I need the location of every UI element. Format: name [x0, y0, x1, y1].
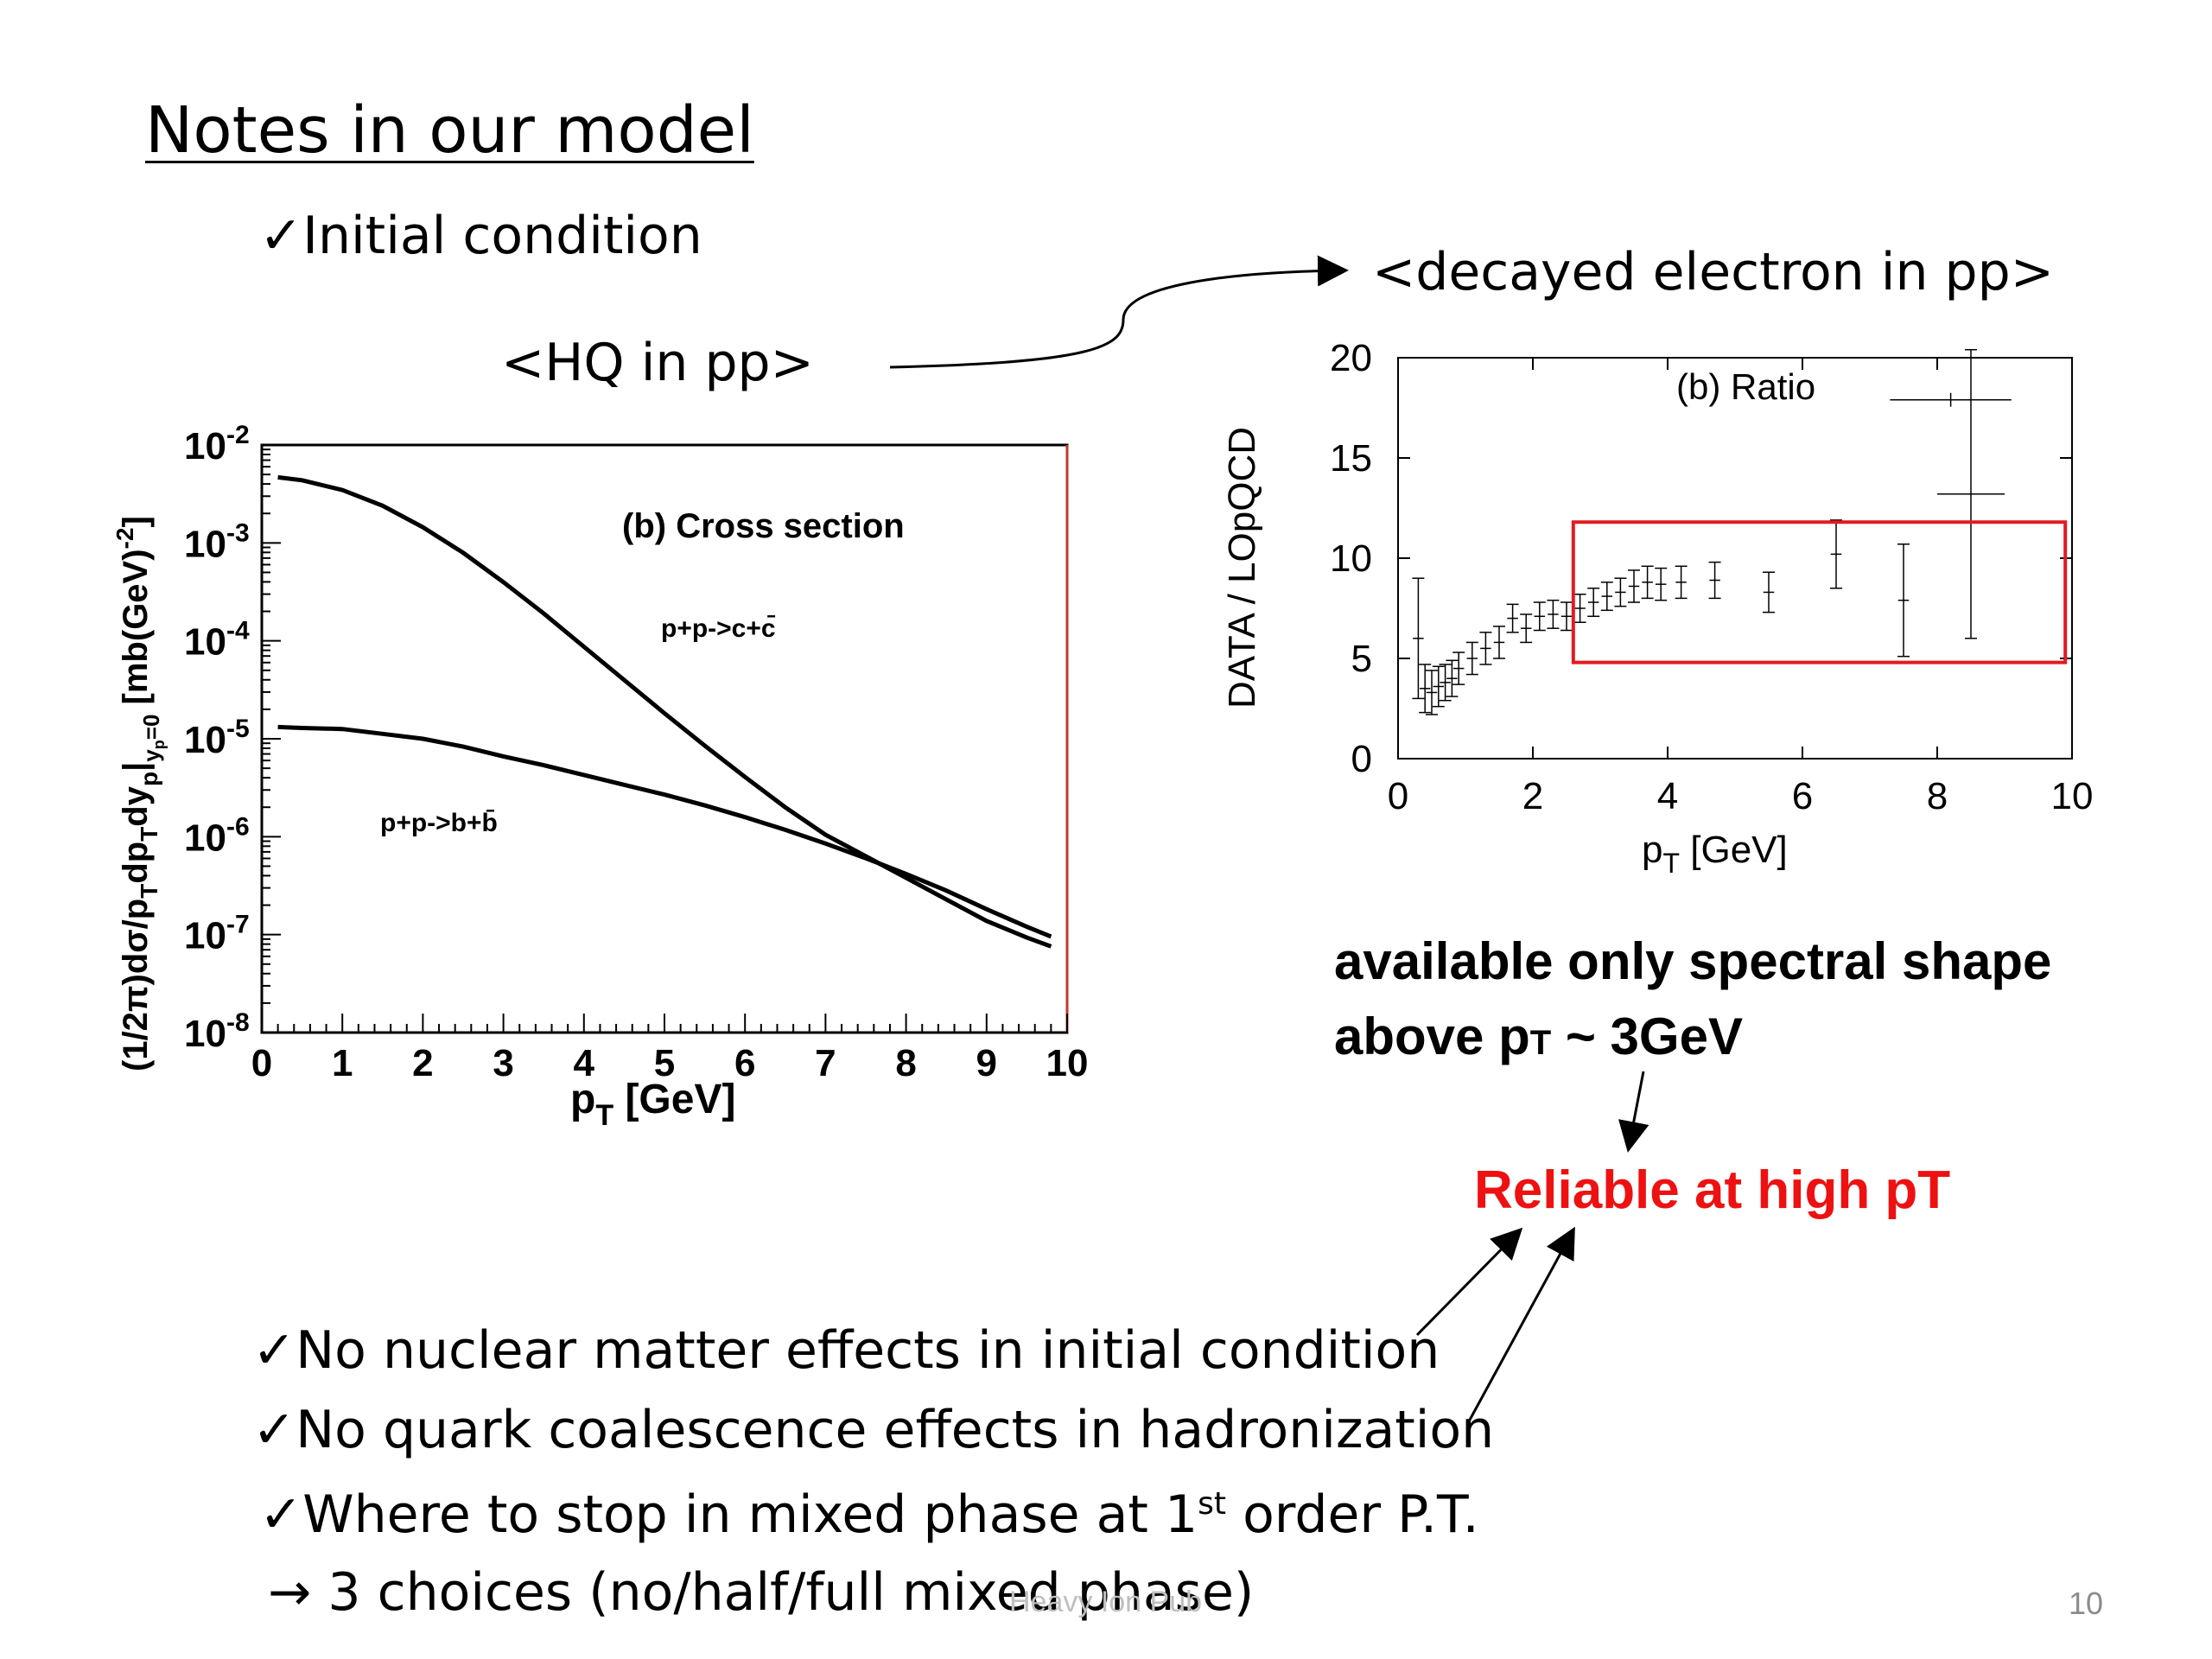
- x-tick-label: 1: [332, 1042, 353, 1084]
- arrow-right-icon: →: [268, 1562, 312, 1623]
- bullet2-to-reliable-arrow: [1467, 1226, 1575, 1422]
- available-note-line1: available only spectral shape: [1334, 932, 2052, 990]
- x-tick-label: 9: [976, 1042, 997, 1084]
- cross-section-ylabel: (1/2π)dσ/pTdpTdyp|yp=0 [mb(GeV)-2]: [111, 516, 168, 1071]
- y-tick-label: 0: [1351, 738, 1372, 780]
- hq-to-decay-arrow: [889, 255, 1349, 369]
- hq-in-pp-label: <HQ in pp>: [501, 333, 814, 393]
- x-tick-label: 3: [493, 1042, 513, 1084]
- y-tick-label: 5: [1351, 638, 1372, 680]
- check-icon: ✓: [259, 1484, 303, 1545]
- x-tick-label: 4: [1657, 775, 1678, 817]
- ratio-xlabel: pT [GeV]: [1642, 829, 1788, 879]
- y-tick-label: 10-2: [184, 421, 250, 467]
- highlight-box: [1571, 520, 2068, 664]
- y-tick-label: 10-6: [184, 812, 250, 859]
- initial-condition-text: Initial condition: [302, 206, 702, 266]
- check-icon: ✓: [259, 206, 303, 266]
- reliable-note: Reliable at high pT: [1474, 1160, 1951, 1220]
- y-tick-label: 15: [1330, 437, 1372, 480]
- ratio-chart: 0 2 4 6 8 10 0 5 10 15 20 (b) Ratio pT [GeV] DATA …: [1221, 337, 2094, 879]
- series-label-bottom: p+p->b+b̄: [380, 809, 498, 837]
- y-tick-label: 10-3: [184, 518, 250, 565]
- decayed-electron-label: <decayed electron in pp>: [1372, 242, 2054, 302]
- check-icon: ✓: [252, 1400, 296, 1460]
- x-tick-label: 5: [654, 1042, 675, 1084]
- x-tick-label: 6: [1792, 775, 1813, 817]
- bullet1-to-reliable-arrow: [1415, 1227, 1523, 1337]
- initial-condition-line: ✓Initial condition: [259, 206, 702, 266]
- available-to-reliable-arrow: [1618, 1071, 1649, 1153]
- x-tick-label: 8: [1927, 775, 1948, 817]
- x-tick-label: 2: [1522, 775, 1543, 817]
- x-tick-label: 0: [1388, 775, 1408, 817]
- y-tick-label: 10-8: [184, 1008, 250, 1055]
- check-icon: ✓: [252, 1320, 296, 1381]
- cross-section-title: (b) Cross section: [622, 507, 905, 545]
- x-tick-label: 0: [251, 1042, 272, 1084]
- x-tick-label: 2: [412, 1042, 433, 1084]
- bullet-mixed-phase: ✓Where to stop in mixed phase at 1st ord…: [259, 1484, 1479, 1545]
- y-tick-label: 10-4: [184, 617, 250, 664]
- y-tick-label: 10: [1330, 537, 1372, 580]
- ratio-ylabel: DATA / LOpQCD: [1221, 427, 1263, 709]
- x-tick-label: 10: [2051, 775, 2094, 817]
- ratio-title: (b) Ratio: [1676, 366, 1815, 407]
- y-tick-label: 20: [1330, 337, 1372, 379]
- bullet-quark-coalescence: ✓No quark coalescence effects in hadroni…: [252, 1400, 1495, 1460]
- footer-text: Heavy Ion Pub: [1009, 1586, 1203, 1618]
- x-tick-label: 4: [574, 1042, 595, 1084]
- bullet-nuclear-matter: ✓No nuclear matter effects in initial co…: [252, 1320, 1440, 1381]
- x-tick-label: 8: [895, 1042, 916, 1084]
- cross-section-xlabel: pT [GeV]: [570, 1077, 735, 1132]
- series-line-charm: [277, 474, 1052, 949]
- available-note-line2: above pT ~ 3GeV: [1334, 1007, 1743, 1065]
- y-tick-label: 10-7: [184, 911, 250, 957]
- y-tick-label: 10-5: [184, 715, 250, 761]
- x-tick-label: 7: [815, 1042, 836, 1084]
- cross-section-chart: 10-2 10-3 10-4 10-5 10-6 10-7 10-8 0 1 2 3 4 5 6 7 8 9 1…: [111, 421, 1089, 1132]
- series-label-charm: p+p->c+c̄: [661, 614, 776, 643]
- x-tick-label: 6: [734, 1042, 755, 1084]
- page-number: 10: [2069, 1586, 2104, 1621]
- slide-title: Notes in our model: [145, 93, 754, 168]
- x-tick-label: 10: [1046, 1042, 1089, 1084]
- bullet-choices: → 3 choices (no/half/full mixed phase): [268, 1562, 1255, 1623]
- series-line-bottom: [277, 724, 1052, 939]
